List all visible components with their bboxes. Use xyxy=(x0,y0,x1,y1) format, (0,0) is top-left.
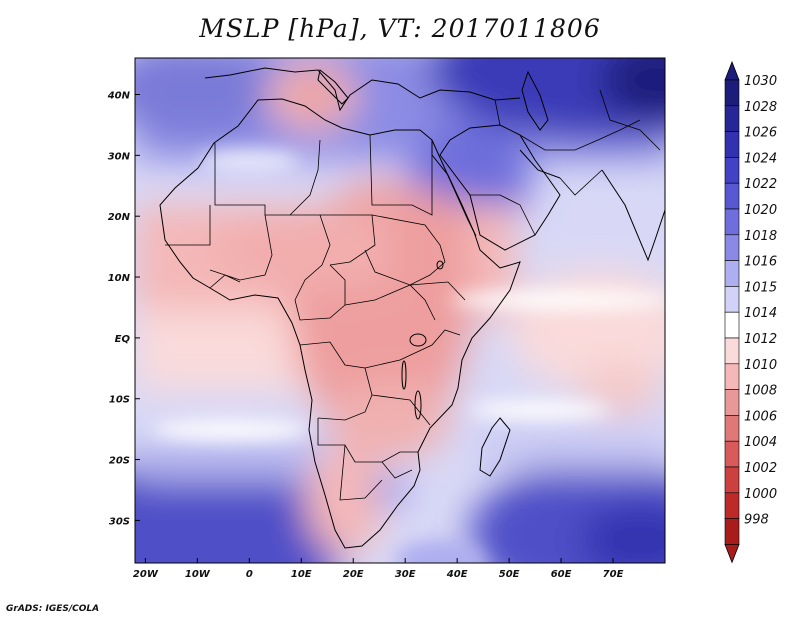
y-tick-label: 10N xyxy=(108,273,131,284)
colorbar-swatch xyxy=(724,234,740,261)
lake-malawi xyxy=(414,390,422,420)
colorbar-swatch xyxy=(724,492,740,519)
colorbar-label: 1002 xyxy=(744,461,777,476)
lake-tanganyika xyxy=(401,360,407,390)
colorbar-swatch xyxy=(724,311,740,339)
colorbar-swatch xyxy=(724,337,740,365)
colorbar-swatch xyxy=(724,260,740,287)
madagascar-coastline xyxy=(479,417,511,477)
lake-tana xyxy=(436,260,444,270)
india-coastline xyxy=(601,160,665,262)
y-tick-label: 20N xyxy=(108,212,131,223)
colorbar-label: 1016 xyxy=(744,255,777,270)
colorbar-swatch xyxy=(724,440,740,468)
colorbar-swatch xyxy=(724,389,740,416)
arabia-coastline xyxy=(439,124,561,251)
colorbar-swatch xyxy=(724,208,740,236)
x-tick-label: 20W xyxy=(133,569,159,580)
axis-ticks: 20W 10W 0 10E 20E 30E 40E 50E 60E 70E 40N 30N 20N 10N… xyxy=(107,91,624,580)
x-tick-label: 20E xyxy=(343,569,364,580)
colorbar-label: 1012 xyxy=(744,332,777,347)
africa-coastline xyxy=(159,98,521,549)
colorbar-label: 1024 xyxy=(744,151,777,166)
x-tick-label: 40E xyxy=(446,569,468,580)
coastline-layer xyxy=(159,67,665,549)
x-tick-label: 30E xyxy=(395,569,416,580)
caspian-coastline xyxy=(521,70,549,131)
pressure-field xyxy=(135,58,665,563)
y-tick-label: 40N xyxy=(107,91,131,102)
x-tick-label: 70E xyxy=(603,569,624,580)
colorbar-swatch xyxy=(724,157,740,184)
y-tick-label: 30S xyxy=(109,516,130,527)
colorbar-swatch xyxy=(724,182,740,210)
x-tick-label: 0 xyxy=(246,569,253,580)
y-tick-label: 30N xyxy=(108,151,131,162)
lake-victoria xyxy=(409,333,427,347)
colorbar-label: 1022 xyxy=(744,177,777,192)
colorbar-swatch xyxy=(724,466,740,494)
political-borders xyxy=(165,89,661,501)
x-tick-label: 10E xyxy=(291,569,312,580)
colorbar-swatch xyxy=(724,363,740,390)
europe-coastline xyxy=(204,67,521,112)
y-tick-label: EQ xyxy=(115,334,131,345)
colorbar-label: 1015 xyxy=(744,280,777,295)
chart-title: MSLP [hPa], VT: 2017011806 xyxy=(199,14,601,43)
italy-coastline xyxy=(317,69,349,105)
colorbar-label: 1028 xyxy=(744,100,777,115)
map-frame xyxy=(134,57,666,564)
colorbar-bottom-arrow xyxy=(724,544,740,564)
colorbar-swatch xyxy=(724,105,740,132)
colorbar-swatch xyxy=(724,131,740,158)
grads-credit: GrADS: IGES/COLA xyxy=(6,604,100,614)
colorbar-swatch xyxy=(724,518,740,545)
colorbar-label: 1020 xyxy=(744,203,777,218)
colorbar-label: 1030 xyxy=(744,74,777,89)
colorbar-label: 1010 xyxy=(744,358,777,373)
red-sea-coastline xyxy=(431,139,477,237)
colorbar-label: 1018 xyxy=(744,229,777,244)
colorbar-label: 1026 xyxy=(744,126,777,141)
persian-gulf-coastline xyxy=(519,149,561,179)
x-tick-label: 50E xyxy=(499,569,520,580)
colorbar-label: 1008 xyxy=(744,384,777,399)
x-tick-label: 10W xyxy=(185,569,211,580)
colorbar-label: 1014 xyxy=(744,306,777,321)
colorbar-top-arrow xyxy=(724,60,740,81)
colorbar-label: 1000 xyxy=(744,487,777,502)
colorbar-label: 998 xyxy=(744,513,769,528)
colorbar-swatch xyxy=(724,79,740,107)
colorbar-swatch xyxy=(724,286,740,313)
colorbar-label: 1004 xyxy=(744,435,777,450)
y-tick-label: 20S xyxy=(109,456,130,467)
colorbar-label: 1006 xyxy=(744,409,777,424)
y-tick-label: 10S xyxy=(109,395,130,406)
x-tick-label: 60E xyxy=(551,569,572,580)
colorbar-swatch xyxy=(724,415,740,442)
